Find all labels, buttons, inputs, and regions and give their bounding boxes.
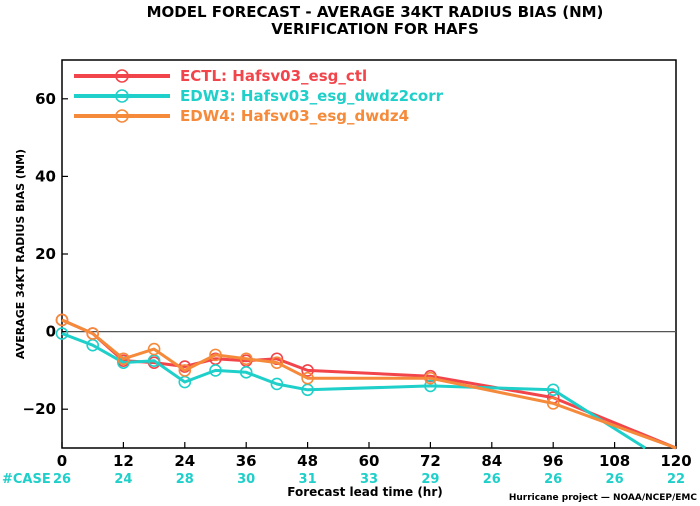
x-tick-label: 96 <box>543 452 564 470</box>
x-tick-label: 12 <box>113 452 134 470</box>
data-point <box>424 379 437 393</box>
x-tick-label: 24 <box>174 452 195 470</box>
y-axis-label: AVERAGE 34KT RADIUS BIAS (NM) <box>14 149 27 359</box>
x-tick-label: 84 <box>481 452 502 470</box>
x-tick-label: 72 <box>420 452 441 470</box>
case-count: 22 <box>667 472 685 487</box>
data-point <box>546 397 560 410</box>
case-count: 31 <box>299 472 317 487</box>
legend-label: EDW3: Hafsv03_esg_dwdz2corr <box>180 87 444 105</box>
x-tick-label: 108 <box>599 452 630 470</box>
series-line <box>61 318 677 450</box>
case-count: 26 <box>483 472 501 487</box>
x-axis: 0 12 24 36 48 60 72 84 96 108 120 <box>57 442 692 470</box>
data-point <box>147 342 161 356</box>
case-count: 33 <box>360 472 378 487</box>
case-count: 26 <box>53 472 71 487</box>
case-count: 28 <box>176 472 194 487</box>
case-count: 26 <box>544 472 562 487</box>
data-point <box>209 348 222 362</box>
x-tick-label: 48 <box>297 452 318 470</box>
x-tick-label: 60 <box>359 452 380 470</box>
series-group <box>55 327 647 450</box>
legend-label: EDW4: Hafsv03_esg_dwdz4 <box>180 107 409 125</box>
data-point <box>301 371 314 385</box>
x-tick-label: 0 <box>57 452 67 470</box>
data-point <box>117 352 130 366</box>
x-tick-label: 36 <box>236 452 257 470</box>
data-point <box>270 377 284 391</box>
credit-text: Hurricane project — NOAA/NCEP/EMC <box>509 493 698 503</box>
legend-marker <box>115 69 129 83</box>
data-point <box>86 327 99 340</box>
case-count: 24 <box>114 472 132 487</box>
data-point <box>178 364 192 377</box>
case-count: 26 <box>606 472 624 487</box>
data-point <box>546 383 560 397</box>
y-axis: −20 0 20 40 60 <box>23 90 68 418</box>
x-tick-label: 120 <box>660 452 691 470</box>
data-point <box>239 366 253 379</box>
data-point <box>270 356 284 369</box>
series-group <box>55 313 677 450</box>
series-group <box>55 313 677 450</box>
y-tick-label: −20 <box>23 400 56 418</box>
data-point <box>55 327 69 340</box>
legend-marker <box>115 89 129 103</box>
y-tick-label: 20 <box>35 245 56 263</box>
case-row-label: #CASE <box>2 472 51 487</box>
legend-label: ECTL: Hafsv03_esg_ctl <box>180 67 367 85</box>
data-point <box>209 364 222 377</box>
legend-marker <box>115 109 129 123</box>
y-tick-label: 40 <box>35 167 56 185</box>
y-tick-label: 0 <box>46 323 56 341</box>
case-row: #CASE 26 24 28 30 31 33 29 26 26 26 22 <box>2 472 685 487</box>
case-count: 30 <box>237 472 255 487</box>
y-tick-label: 60 <box>35 90 56 108</box>
data-point <box>239 352 253 366</box>
data-point <box>55 313 69 327</box>
series-line <box>61 318 677 450</box>
series-layer <box>55 313 677 450</box>
data-point <box>424 371 437 385</box>
data-point <box>301 364 314 377</box>
legend: ECTL: Hafsv03_esg_ctl EDW3: Hafsv03_esg_d… <box>74 67 444 125</box>
case-count: 29 <box>421 472 439 487</box>
x-axis-label: Forecast lead time (hr) <box>287 485 443 499</box>
chart-subtitle: VERIFICATION FOR HAFS <box>271 20 479 38</box>
chart-title: MODEL FORECAST - AVERAGE 34KT RADIUS BIA… <box>147 3 604 21</box>
